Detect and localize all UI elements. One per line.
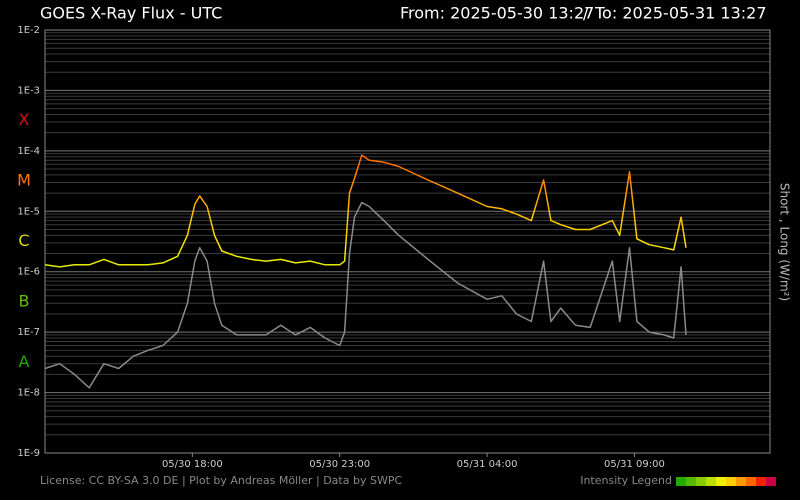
legend-swatch xyxy=(716,477,726,486)
y-tick-label: 1E-4 xyxy=(17,146,40,157)
y-tick-label: 1E-2 xyxy=(17,25,40,36)
flare-class-label: X xyxy=(19,110,30,129)
legend-swatch xyxy=(706,477,716,486)
flare-class-label: B xyxy=(19,291,30,310)
x-tick-label: 05/30 18:00 xyxy=(162,459,223,470)
legend-swatch xyxy=(746,477,756,486)
legend-swatch xyxy=(766,477,776,486)
y-tick-label: 1E-9 xyxy=(17,448,40,459)
legend-swatch xyxy=(686,477,696,486)
legend-swatch xyxy=(676,477,686,486)
x-tick-label: 05/31 09:00 xyxy=(604,459,665,470)
flare-class-label: C xyxy=(18,231,29,250)
flare-class-label: A xyxy=(19,352,30,371)
y-tick-label: 1E-3 xyxy=(17,85,40,96)
legend-swatch xyxy=(736,477,746,486)
y-axis-label: Short , Long (W/m²) xyxy=(778,183,792,301)
y-tick-label: 1E-6 xyxy=(17,267,40,278)
legend-swatch xyxy=(726,477,736,486)
y-tick-label: 1E-8 xyxy=(17,388,40,399)
y-tick-label: 1E-7 xyxy=(17,327,40,338)
subtitle-from: From: 2025-05-30 13:27 xyxy=(400,4,594,23)
legend-swatch xyxy=(756,477,766,486)
footer: License: CC BY-SA 3.0 DE | Plot by Andre… xyxy=(40,474,402,487)
series-line xyxy=(44,154,687,268)
x-tick-label: 05/31 04:00 xyxy=(457,459,518,470)
y-tick-label: 1E-5 xyxy=(17,206,40,217)
subtitle-to: To: 2025-05-31 13:27 xyxy=(594,4,767,23)
plot-frame xyxy=(44,29,771,454)
series-line xyxy=(44,201,687,389)
legend-title: Intensity Legend xyxy=(580,474,672,487)
x-tick-label: 05/30 23:00 xyxy=(309,459,370,470)
chart-title: GOES X-Ray Flux - UTC xyxy=(40,4,222,23)
legend-swatch xyxy=(696,477,706,486)
flare-class-label: M xyxy=(17,171,31,190)
subtitle-separator: / xyxy=(583,4,589,23)
